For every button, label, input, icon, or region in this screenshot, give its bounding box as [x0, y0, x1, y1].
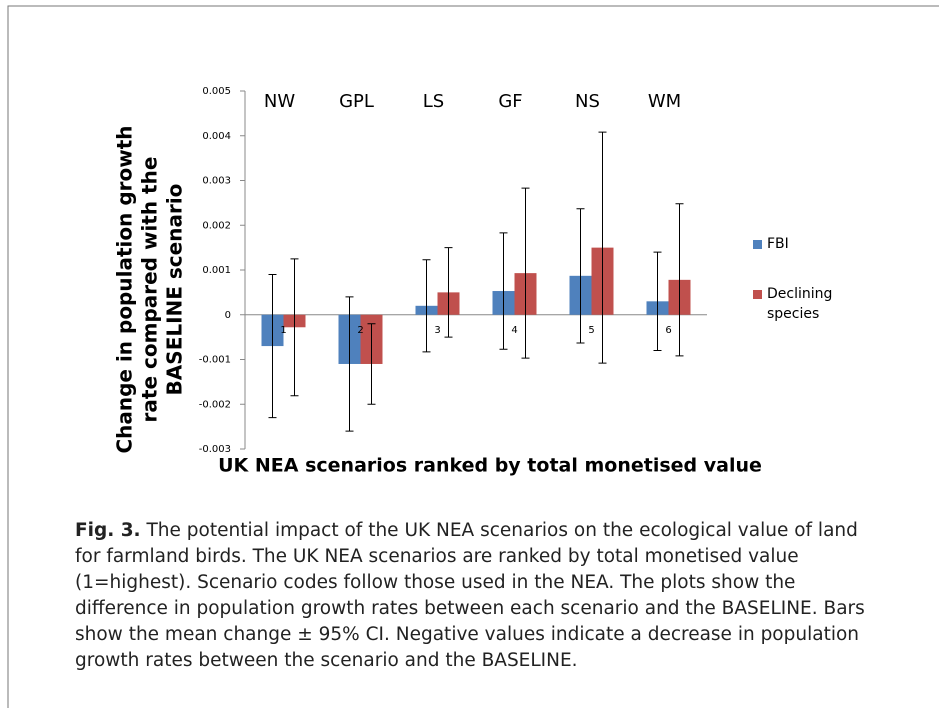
error-bar [268, 273, 277, 419]
x-tick-label: 2 [357, 325, 363, 336]
caption-label: Fig. 3. [75, 520, 141, 541]
error-bar [521, 187, 530, 359]
x-tick-label: 1 [280, 325, 286, 336]
y-tick-label: -0.001 [199, 355, 231, 366]
y-tick-label: -0.003 [199, 444, 231, 455]
y-axis-title: Change in population growth rate compare… [112, 125, 187, 454]
frame [7, 5, 939, 708]
error-bar [345, 296, 354, 432]
y-tick-label: 0.005 [202, 86, 231, 97]
legend-swatch [753, 290, 762, 299]
scenario-code: NW [264, 91, 295, 112]
error-bar [290, 258, 299, 397]
x-tick-label: 4 [511, 325, 517, 336]
y-tick-label: 0.002 [202, 220, 231, 231]
error-bar [576, 208, 585, 344]
scenario-code: GPL [339, 91, 374, 112]
scenario-code: LS [423, 91, 444, 112]
error-bar [598, 131, 607, 364]
y-tick-label: 0.003 [202, 176, 231, 187]
caption-text: The potential impact of the UK NEA scena… [75, 520, 865, 671]
y-tick-label: -0.002 [199, 399, 231, 410]
scenario-code: GF [498, 91, 522, 112]
x-tick-label: 3 [434, 325, 440, 336]
x-tick-label: 6 [665, 325, 671, 336]
error-bar [367, 323, 376, 405]
error-bar [675, 203, 684, 357]
legend-label: Declining species [767, 286, 833, 322]
scenario-code: WM [648, 91, 681, 112]
x-tick-label: 5 [588, 325, 594, 336]
error-bar [653, 251, 662, 352]
error-bar [444, 247, 453, 338]
error-bar [422, 259, 431, 353]
x-axis-title: UK NEA scenarios ranked by total monetis… [218, 455, 762, 477]
error-bar [499, 232, 508, 350]
caption: Fig. 3. The potential impact of the UK N… [75, 518, 875, 674]
y-tick-label: 0 [225, 310, 231, 321]
legend-label: FBI [767, 236, 789, 252]
scenario-code: NS [575, 91, 600, 112]
y-tick-label: 0.001 [202, 265, 231, 276]
y-tick-label: 0.004 [202, 131, 231, 142]
legend-swatch [753, 240, 762, 249]
